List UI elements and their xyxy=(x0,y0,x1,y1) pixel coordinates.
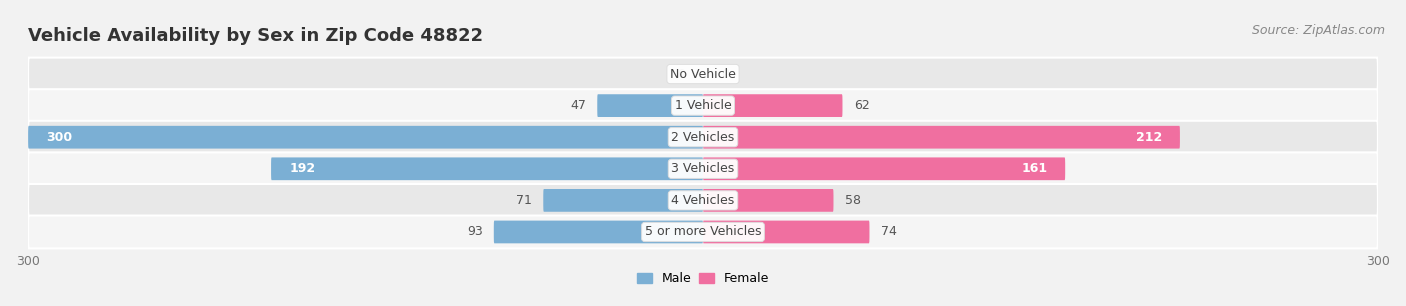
FancyBboxPatch shape xyxy=(28,126,703,149)
Text: 0: 0 xyxy=(721,68,728,80)
Text: 93: 93 xyxy=(467,226,482,238)
Text: 2 Vehicles: 2 Vehicles xyxy=(672,131,734,144)
FancyBboxPatch shape xyxy=(543,189,703,212)
Text: 212: 212 xyxy=(1136,131,1161,144)
FancyBboxPatch shape xyxy=(598,94,703,117)
FancyBboxPatch shape xyxy=(703,126,1180,149)
Text: Vehicle Availability by Sex in Zip Code 48822: Vehicle Availability by Sex in Zip Code … xyxy=(28,27,484,45)
FancyBboxPatch shape xyxy=(28,58,1378,91)
Text: Source: ZipAtlas.com: Source: ZipAtlas.com xyxy=(1251,24,1385,37)
Text: 1 Vehicle: 1 Vehicle xyxy=(675,99,731,112)
Text: 192: 192 xyxy=(290,162,315,175)
FancyBboxPatch shape xyxy=(703,157,1066,180)
FancyBboxPatch shape xyxy=(271,157,703,180)
Text: 5 or more Vehicles: 5 or more Vehicles xyxy=(645,226,761,238)
FancyBboxPatch shape xyxy=(703,94,842,117)
Text: 300: 300 xyxy=(46,131,72,144)
FancyBboxPatch shape xyxy=(28,184,1378,217)
Text: 3 Vehicles: 3 Vehicles xyxy=(672,162,734,175)
FancyBboxPatch shape xyxy=(703,221,869,243)
FancyBboxPatch shape xyxy=(703,189,834,212)
FancyBboxPatch shape xyxy=(28,121,1378,154)
Text: 0: 0 xyxy=(678,68,685,80)
Text: 47: 47 xyxy=(571,99,586,112)
Text: 71: 71 xyxy=(516,194,531,207)
Text: 4 Vehicles: 4 Vehicles xyxy=(672,194,734,207)
Legend: Male, Female: Male, Female xyxy=(634,270,772,288)
FancyBboxPatch shape xyxy=(494,221,703,243)
Text: 74: 74 xyxy=(880,226,897,238)
FancyBboxPatch shape xyxy=(28,89,1378,122)
Text: 58: 58 xyxy=(845,194,860,207)
Text: 62: 62 xyxy=(853,99,869,112)
FancyBboxPatch shape xyxy=(28,215,1378,248)
FancyBboxPatch shape xyxy=(28,152,1378,185)
Text: No Vehicle: No Vehicle xyxy=(671,68,735,80)
Text: 161: 161 xyxy=(1021,162,1047,175)
